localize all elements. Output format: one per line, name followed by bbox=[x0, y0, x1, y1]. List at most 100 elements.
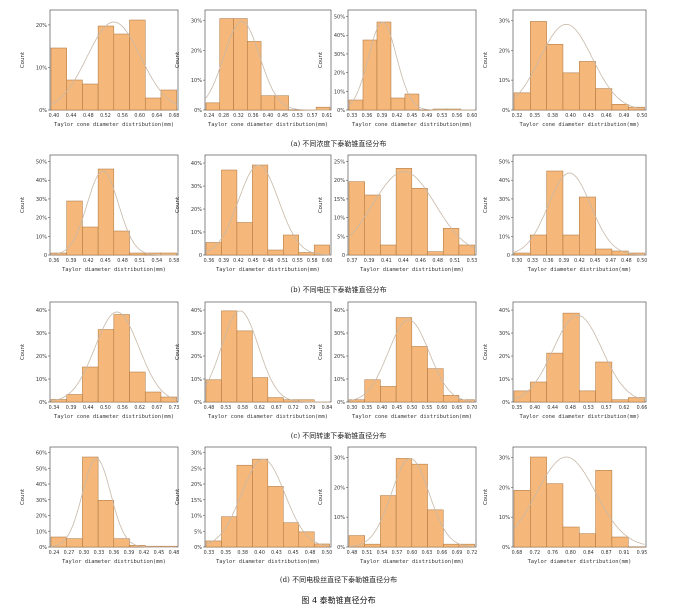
y-tick-label: 50% bbox=[36, 160, 47, 166]
normal-fit-curve bbox=[50, 21, 177, 105]
x-tick-label: 0.39 bbox=[66, 258, 77, 264]
x-tick-label: 0.68 bbox=[169, 113, 180, 119]
y-axis-label: Count bbox=[483, 51, 489, 68]
x-tick-label: 0.45 bbox=[277, 113, 288, 119]
histogram-bar bbox=[236, 464, 253, 548]
x-tick-label: 0.46 bbox=[601, 113, 612, 119]
x-tick-label: 0.44 bbox=[66, 113, 77, 119]
histogram-bar bbox=[144, 391, 162, 403]
y-tick-label: 10% bbox=[499, 515, 510, 521]
histogram-bar bbox=[97, 25, 115, 111]
histogram-bar bbox=[236, 330, 253, 403]
histogram-bar bbox=[97, 500, 115, 548]
x-tick-label: 0.60 bbox=[437, 405, 448, 411]
y-tick-label: 10% bbox=[334, 89, 345, 95]
x-tick-label: 0.48 bbox=[565, 405, 576, 411]
x-axis-label: Taylor cone diameter distribution(mm) bbox=[54, 122, 174, 128]
y-tick-label: 15% bbox=[191, 498, 202, 504]
histogram-bar bbox=[252, 458, 269, 548]
histogram-bar bbox=[66, 538, 83, 548]
histogram-bar bbox=[411, 188, 428, 256]
x-tick-label: 0.40 bbox=[530, 405, 541, 411]
x-tick-label: 0.48 bbox=[83, 113, 94, 119]
x-tick-label: 0.50 bbox=[322, 550, 333, 556]
x-tick-label: 0.49 bbox=[619, 113, 630, 119]
y-tick-label: 10% bbox=[36, 529, 47, 535]
x-axis-label: Taylor cone diameter distribution(mm) bbox=[352, 122, 472, 128]
histogram-bar bbox=[530, 21, 547, 111]
y-tick-label: 30% bbox=[36, 331, 47, 337]
x-tick-label: 0.50 bbox=[407, 405, 418, 411]
x-tick-label: 0.30 bbox=[512, 258, 523, 264]
histogram-bar bbox=[562, 234, 580, 256]
histogram-bar bbox=[247, 41, 262, 111]
histogram-bar bbox=[442, 228, 460, 256]
x-tick-label: 0.48 bbox=[621, 258, 632, 264]
y-tick-label: 40% bbox=[499, 308, 510, 314]
y-tick-label: 40% bbox=[36, 482, 47, 488]
histogram-bar bbox=[267, 397, 284, 403]
x-tick-label: 0.47 bbox=[605, 258, 616, 264]
histogram-bar bbox=[611, 104, 629, 111]
y-tick-label: 20% bbox=[499, 48, 510, 54]
y-tick-label: 40% bbox=[499, 178, 510, 184]
x-tick-label: 0.53 bbox=[467, 258, 478, 264]
histogram-bar bbox=[627, 397, 645, 403]
y-tick-label: 0% bbox=[337, 108, 345, 114]
y-tick-label: 0% bbox=[194, 400, 202, 406]
x-tick-label: 0.42 bbox=[574, 258, 585, 264]
x-tick-label: 0.24 bbox=[204, 113, 215, 119]
histogram-bar bbox=[380, 386, 397, 403]
y-tick-label: 20% bbox=[36, 216, 47, 222]
y-tick-label: 30% bbox=[334, 455, 345, 461]
histogram-bar bbox=[129, 252, 146, 256]
histogram-bar bbox=[205, 102, 221, 111]
x-axis-label: Taylor diameter distribution(mm) bbox=[528, 267, 632, 273]
histogram-bar bbox=[129, 371, 146, 403]
histogram-bar bbox=[113, 538, 130, 548]
x-tick-label: 0.33 bbox=[204, 550, 215, 556]
y-tick-label: 15% bbox=[334, 197, 345, 203]
x-tick-label: 0.42 bbox=[83, 258, 94, 264]
normal-fit-curve bbox=[513, 314, 645, 401]
x-tick-label: 0.41 bbox=[381, 258, 392, 264]
normal-fit-curve bbox=[348, 171, 475, 249]
normal-fit-curve bbox=[205, 310, 330, 403]
x-tick-label: 0.67 bbox=[271, 405, 282, 411]
histogram-bar bbox=[513, 92, 531, 111]
normal-fit-curve bbox=[205, 164, 330, 256]
x-tick-label: 0.24 bbox=[49, 550, 60, 556]
y-axis-label: Count bbox=[175, 51, 181, 68]
y-tick-label: 40% bbox=[191, 161, 202, 167]
row-caption-d: (d) 不同电极丝直径下泰勒锥直径分布 bbox=[279, 576, 398, 584]
y-tick-label: 0% bbox=[337, 400, 345, 406]
histogram-bar bbox=[113, 314, 130, 403]
y-tick-label: 5% bbox=[194, 529, 202, 535]
histogram-bar bbox=[595, 248, 613, 256]
x-tick-label: 0.48 bbox=[347, 550, 358, 556]
y-tick-label: 30% bbox=[334, 52, 345, 58]
x-tick-label: 0.36 bbox=[362, 113, 373, 119]
x-tick-label: 0.35 bbox=[221, 550, 232, 556]
y-tick-label: 0 bbox=[199, 253, 202, 259]
histogram-bar bbox=[66, 394, 83, 403]
normal-fit-curve bbox=[50, 170, 177, 256]
y-tick-label: 30% bbox=[499, 331, 510, 337]
x-tick-label: 0.30 bbox=[79, 550, 90, 556]
y-tick-label: 0 bbox=[507, 253, 510, 259]
x-tick-label: 0.36 bbox=[248, 113, 259, 119]
y-tick-label: 30% bbox=[334, 331, 345, 337]
y-axis-label: Count bbox=[483, 488, 489, 505]
y-tick-label: 20% bbox=[499, 354, 510, 360]
x-tick-label: 0.43 bbox=[271, 550, 282, 556]
normal-fit-curve bbox=[205, 458, 330, 547]
x-tick-label: 0.57 bbox=[601, 405, 612, 411]
x-tick-label: 0.50 bbox=[637, 258, 648, 264]
x-tick-label: 0.42 bbox=[392, 113, 403, 119]
x-tick-label: 0.48 bbox=[169, 550, 180, 556]
histogram-bar bbox=[252, 164, 269, 256]
x-tick-label: 0.39 bbox=[124, 550, 135, 556]
x-tick-label: 0.84 bbox=[583, 550, 594, 556]
y-tick-label: 30% bbox=[499, 18, 510, 24]
x-tick-label: 0.34 bbox=[49, 405, 60, 411]
